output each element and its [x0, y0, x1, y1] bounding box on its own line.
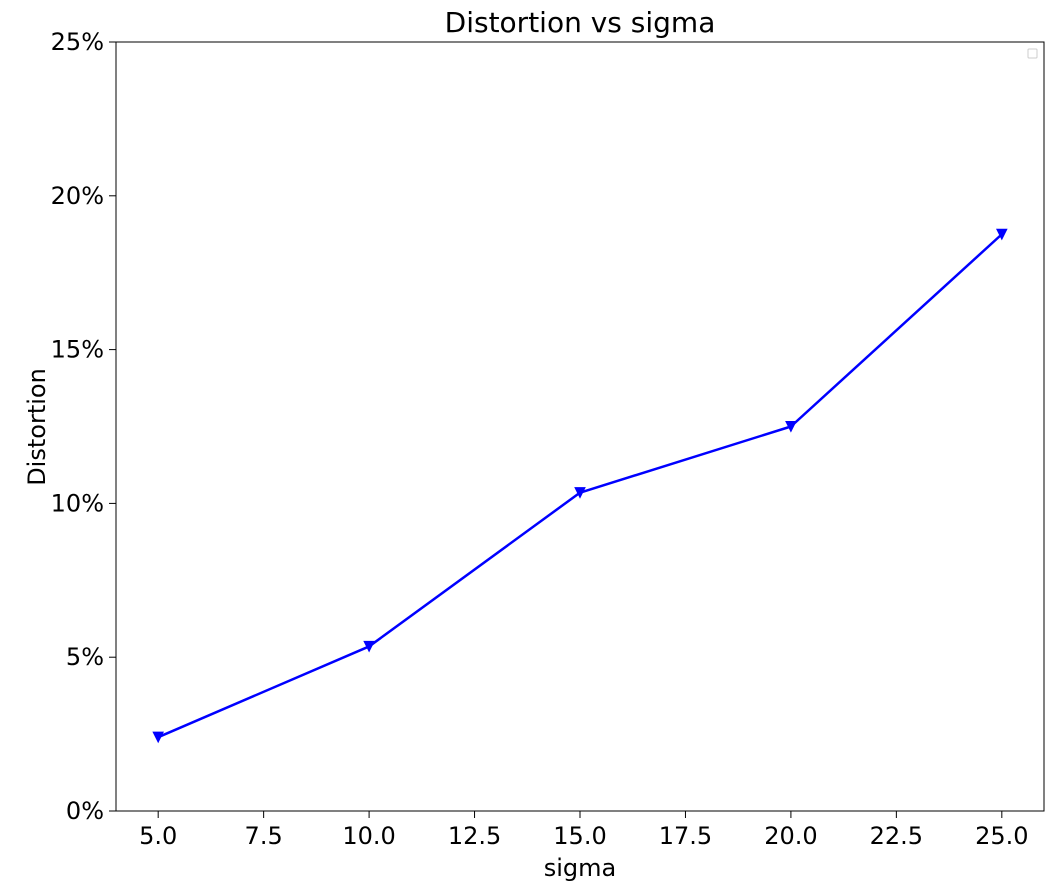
y-tick-label: 0% — [66, 797, 104, 825]
data-point-marker — [574, 487, 586, 499]
y-tick-label: 5% — [66, 643, 104, 671]
data-point-marker — [996, 228, 1008, 241]
x-axis-label: sigma — [544, 854, 617, 882]
x-tick-label: 20.0 — [764, 822, 817, 850]
x-tick-label: 15.0 — [553, 822, 606, 850]
y-tick-label: 20% — [51, 182, 104, 210]
chart-title: Distortion vs sigma — [445, 6, 716, 39]
y-tick-label: 25% — [51, 28, 104, 56]
x-tick-label: 5.0 — [139, 822, 177, 850]
legend-box — [1027, 48, 1038, 59]
x-axis-ticks: 5.0 7.5 10.0 12.5 15.0 17.5 20.0 22.5 25.0 — [139, 811, 1029, 850]
x-tick-label: 22.5 — [870, 822, 923, 850]
x-tick-label: 10.0 — [342, 822, 395, 850]
data-point-marker — [363, 640, 375, 653]
x-tick-label: 25.0 — [975, 822, 1028, 850]
x-tick-label: 7.5 — [245, 822, 283, 850]
x-tick-label: 12.5 — [448, 822, 501, 850]
x-tick-label: 17.5 — [659, 822, 712, 850]
y-axis-ticks: 0% 5% 10% 15% 20% 25% — [51, 28, 116, 825]
data-point-marker — [152, 731, 164, 744]
plot-area-frame — [115, 41, 1045, 812]
y-axis-label: Distortion — [23, 368, 51, 486]
y-tick-label: 10% — [51, 489, 104, 517]
data-point-marker — [785, 421, 797, 433]
series-layer — [152, 228, 1008, 744]
y-tick-label: 15% — [51, 336, 104, 364]
